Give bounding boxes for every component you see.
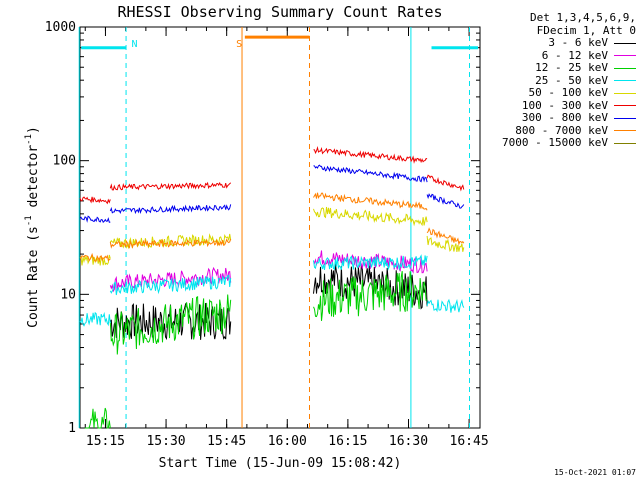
series-line	[109, 294, 232, 355]
series-line	[426, 227, 465, 246]
series-line	[109, 302, 232, 341]
legend-entry: 800 - 7000 keV	[470, 123, 636, 138]
legend-entry-label: 800 - 7000 keV	[515, 123, 608, 137]
legend-entry-label: 100 - 300 keV	[521, 98, 608, 112]
legend-entry-label: 7000 - 15000 keV	[502, 136, 608, 149]
x-tick-label: 16:00	[268, 434, 307, 449]
series-line	[109, 266, 232, 293]
chart-title: RHESSI Observing Summary Count Rates	[117, 3, 442, 21]
y-tick-label: 1000	[45, 20, 76, 35]
plot-frame	[79, 26, 481, 429]
y-tick-label: 10	[60, 287, 76, 302]
series-line	[109, 181, 232, 191]
legend-swatch	[614, 142, 636, 144]
legend-entry: 3 - 6 keV	[470, 36, 636, 50]
y-axis-label-part: )	[26, 126, 41, 134]
x-tick-label: 16:15	[328, 434, 367, 449]
series-line	[426, 193, 465, 209]
legend-entry: 50 - 100 keV	[470, 86, 636, 100]
series-line	[426, 174, 465, 192]
legend: Det 1,3,4,5,6,9, FDecim 1, Att 0 3 - 6 k…	[470, 11, 636, 150]
legend-entry: 6 - 12 keV	[470, 48, 636, 63]
series-line	[79, 196, 111, 205]
legend-entry-label: 300 - 800 keV	[521, 111, 608, 124]
x-axis-label: Start Time (15-Jun-09 15:08:42)	[159, 456, 402, 471]
series-line	[313, 206, 428, 227]
y-axis-label: Count Rate (s-1 detector-1)	[24, 126, 41, 328]
legend-swatch	[614, 117, 636, 119]
legend-entry-label: 6 - 12 keV	[541, 48, 608, 62]
plot-area: 1 10 100 1000 15:15 15:30 15:45 16:00 16:15 16:30…	[45, 20, 489, 449]
legend-entry-label: 50 - 100 keV	[528, 86, 608, 99]
y-tick-label: 1	[68, 421, 76, 436]
x-tick-label: 15:30	[146, 434, 185, 449]
x-tick-label: 16:45	[450, 434, 489, 449]
legend-header-line: Det 1,3,4,5,6,9,	[530, 11, 636, 24]
legend-swatch	[614, 42, 636, 44]
legend-entry: 300 - 800 keV	[470, 111, 636, 125]
series-line	[313, 271, 428, 321]
series-line	[313, 145, 428, 164]
legend-entries: 3 - 6 keV 6 - 12 keV 12 - 25 keV 25 - 50 ke…	[470, 36, 636, 150]
legend-entry: 12 - 25 keV	[470, 61, 636, 75]
legend-swatch	[614, 55, 636, 57]
series-line	[426, 235, 465, 252]
timestamp: 15-Oct-2021 01:07	[554, 468, 636, 477]
series-line	[313, 263, 428, 310]
legend-entry-label: 12 - 25 keV	[535, 61, 608, 74]
x-tick-label: 16:30	[389, 434, 428, 449]
y-axis-label-sup: -1	[24, 134, 34, 145]
legend-header-line: FDecim 1, Att 0	[536, 23, 636, 37]
series-line	[79, 311, 111, 327]
flag-label: S	[236, 39, 242, 50]
legend-swatch	[614, 105, 636, 107]
series-line	[313, 254, 428, 271]
y-axis-label-sup: -1	[24, 215, 34, 226]
series-line	[313, 164, 428, 183]
legend-swatch	[614, 92, 636, 94]
y-tick-label: 100	[53, 154, 76, 169]
series-line	[109, 204, 232, 215]
legend-entry-label: 3 - 6 keV	[548, 36, 608, 49]
series-line	[79, 254, 111, 266]
series-line	[109, 274, 232, 296]
legend-entry: 100 - 300 keV	[470, 98, 636, 113]
series-line	[426, 298, 465, 313]
series-line	[84, 407, 111, 429]
y-axis-label-part: detector	[26, 145, 41, 216]
legend-swatch	[614, 80, 636, 82]
legend-swatch	[614, 130, 636, 132]
legend-entry-label: 25 - 50 keV	[535, 73, 608, 87]
x-tick-label: 15:15	[86, 434, 125, 449]
series-line	[313, 250, 428, 274]
legend-swatch	[614, 67, 636, 69]
legend-entry: 7000 - 15000 keV	[470, 136, 636, 150]
y-axis-label-part: Count Rate (s	[26, 226, 41, 328]
x-tick-label: 15:45	[207, 434, 246, 449]
series-line	[109, 233, 232, 250]
flag-label: N	[132, 39, 138, 50]
series-line	[79, 252, 111, 263]
series-line	[79, 215, 111, 224]
series-line	[109, 238, 232, 249]
series-line	[313, 192, 428, 211]
legend-entry: 25 - 50 keV	[470, 73, 636, 88]
